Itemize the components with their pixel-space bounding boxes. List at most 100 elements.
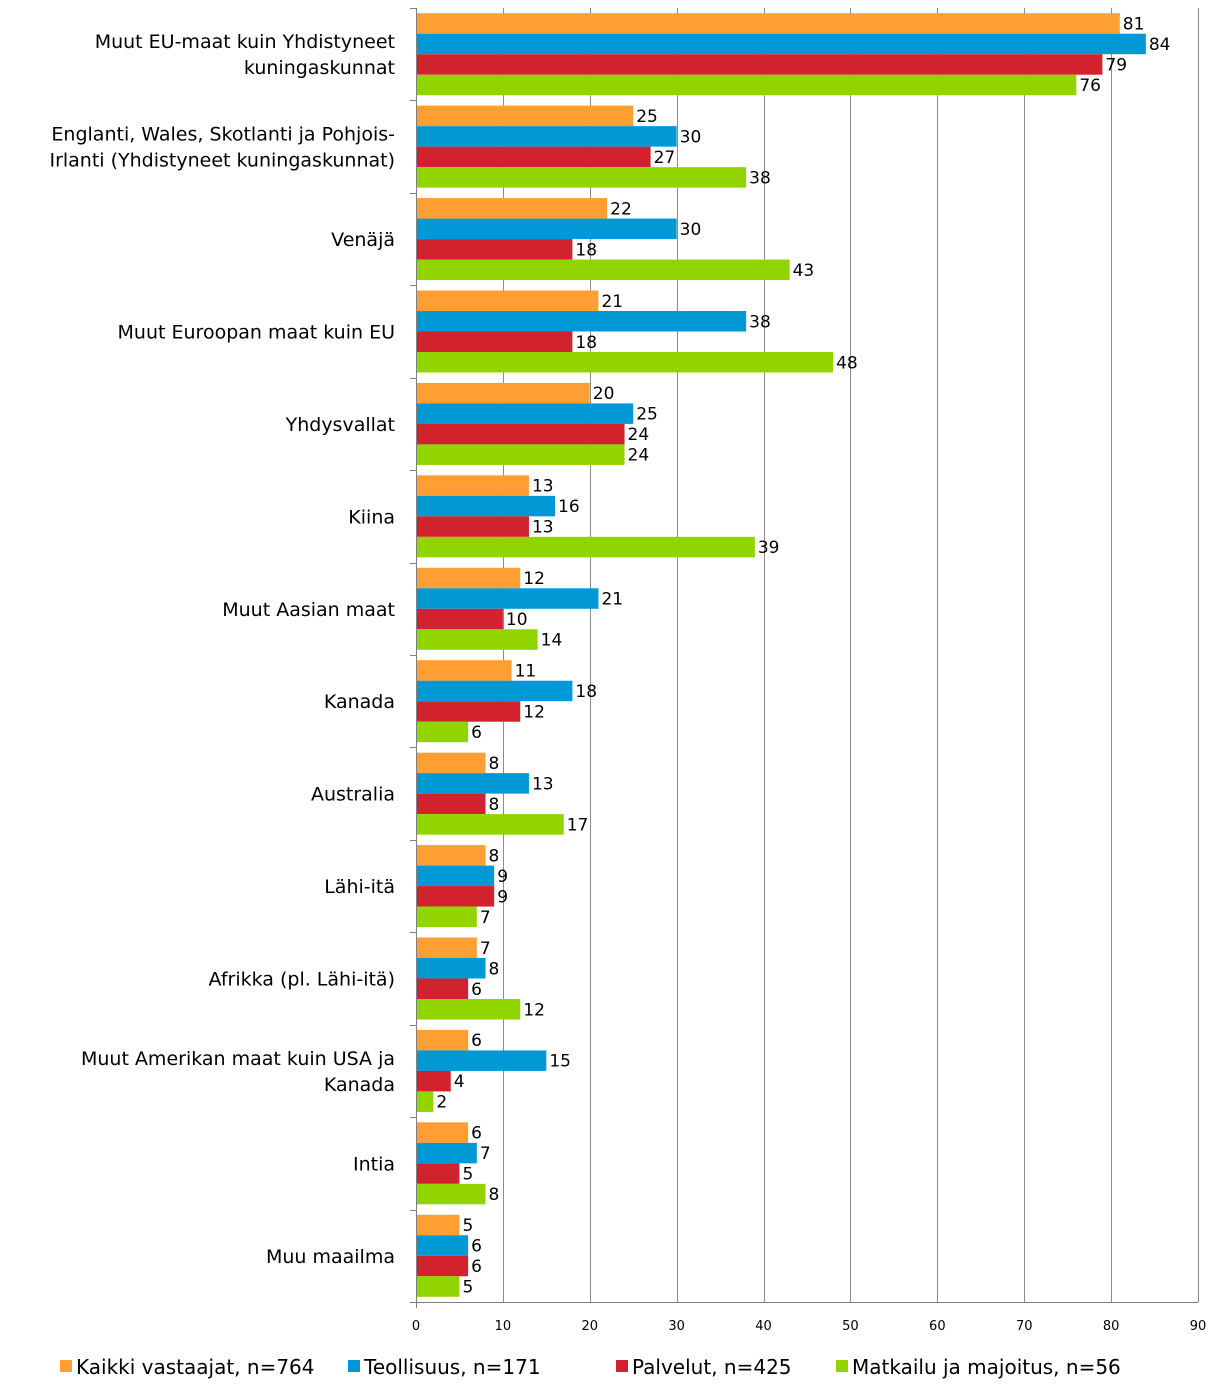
data-label-10-2: 6 xyxy=(471,980,482,1000)
x-tick-label-10: 10 xyxy=(495,1319,512,1334)
bar-13-3 xyxy=(416,1276,460,1297)
data-label-2-0: 22 xyxy=(610,199,632,219)
data-label-4-2: 24 xyxy=(628,425,650,445)
category-label-line: Muu maailma xyxy=(266,1246,395,1268)
bar-7-2 xyxy=(416,701,521,722)
data-label-5-3: 39 xyxy=(758,538,780,558)
data-label-8-3: 17 xyxy=(567,815,589,835)
data-label-3-2: 18 xyxy=(575,333,597,353)
category-label-line: Intia xyxy=(353,1153,395,1175)
bar-6-1 xyxy=(416,588,599,609)
data-label-13-2: 6 xyxy=(471,1257,482,1277)
x-tick-label-40: 40 xyxy=(755,1319,772,1334)
data-label-3-3: 48 xyxy=(836,353,858,373)
bar-0-1 xyxy=(416,33,1146,55)
data-label-10-1: 8 xyxy=(489,959,500,979)
data-label-1-0: 25 xyxy=(636,107,658,127)
bar-10-2 xyxy=(416,978,469,999)
bar-7-0 xyxy=(416,660,512,681)
bar-9-2 xyxy=(416,886,495,907)
bar-4-3 xyxy=(416,444,625,465)
data-label-0-0: 81 xyxy=(1123,14,1145,34)
legend-label-0: Kaikki vastaajat, n=764 xyxy=(76,1355,315,1379)
bar-1-2 xyxy=(416,146,651,168)
data-label-12-3: 8 xyxy=(489,1185,500,1205)
bar-5-1 xyxy=(416,495,556,517)
category-label-line: Yhdysvallat xyxy=(285,414,395,436)
legend-label-3: Matkailu ja majoitus, n=56 xyxy=(852,1355,1121,1379)
bar-5-3 xyxy=(416,536,755,558)
bar-9-1 xyxy=(416,865,495,887)
bar-6-2 xyxy=(416,608,503,630)
legend-label-2: Palvelut, n=425 xyxy=(632,1355,792,1379)
category-label-0: Muut EU-maat kuin Yhdistyneet kuningaskun… xyxy=(95,31,395,79)
x-tick-label-80: 80 xyxy=(1103,1319,1120,1334)
data-label-7-3: 6 xyxy=(471,723,482,743)
data-label-9-3: 7 xyxy=(480,908,491,928)
data-label-5-2: 13 xyxy=(532,518,554,538)
legend-swatch-3 xyxy=(836,1360,848,1372)
x-tick-label-0: 0 xyxy=(412,1319,420,1334)
category-label-line: Englanti, Wales, Skotlanti ja Pohjois- xyxy=(51,124,395,146)
category-label-line: Afrikka (pl. Lähi-itä) xyxy=(209,969,395,991)
data-label-4-1: 25 xyxy=(636,405,658,425)
data-label-7-1: 18 xyxy=(575,682,597,702)
data-label-3-1: 38 xyxy=(749,312,771,332)
category-label-line: Muut EU-maat kuin Yhdistyneet xyxy=(95,31,395,53)
bar-3-0 xyxy=(416,290,599,311)
bar-1-1 xyxy=(416,126,677,147)
category-label-line: Lähi-itä xyxy=(324,876,395,898)
bar-10-1 xyxy=(416,958,486,979)
bar-0-3 xyxy=(416,74,1077,96)
data-label-8-1: 13 xyxy=(532,774,554,794)
data-label-1-3: 38 xyxy=(749,168,771,188)
category-label-9: Lähi-itä xyxy=(324,876,395,898)
bar-5-0 xyxy=(416,475,529,496)
bar-13-1 xyxy=(416,1235,469,1256)
bar-11-3 xyxy=(416,1091,434,1112)
bar-13-0 xyxy=(416,1214,460,1236)
bar-2-3 xyxy=(416,259,790,281)
data-label-0-1: 84 xyxy=(1149,35,1171,55)
category-label-1: Englanti, Wales, Skotlanti ja Pohjois- Ir… xyxy=(49,124,395,172)
data-label-4-3: 24 xyxy=(628,446,650,466)
bar-8-1 xyxy=(416,773,529,794)
legend-swatch-1 xyxy=(348,1360,360,1372)
legend-swatch-0 xyxy=(60,1360,72,1372)
data-label-12-2: 5 xyxy=(462,1165,473,1185)
data-label-12-1: 7 xyxy=(480,1144,491,1164)
bar-8-3 xyxy=(416,814,564,835)
bar-4-2 xyxy=(416,423,625,445)
data-label-6-2: 10 xyxy=(506,610,528,630)
category-label-line: Kanada xyxy=(324,1074,395,1096)
category-label-10: Afrikka (pl. Lähi-itä) xyxy=(209,969,395,991)
data-label-11-0: 6 xyxy=(471,1031,482,1051)
category-label-line: Kanada xyxy=(324,691,395,713)
data-label-11-3: 2 xyxy=(436,1093,447,1113)
bar-0-2 xyxy=(416,54,1103,75)
data-label-9-1: 9 xyxy=(497,867,508,887)
category-label-line: kuningaskunnat xyxy=(244,57,395,79)
category-label-12: Intia xyxy=(353,1153,395,1175)
data-label-0-3: 76 xyxy=(1079,76,1101,96)
category-label-13: Muu maailma xyxy=(266,1246,395,1268)
data-label-1-1: 30 xyxy=(680,127,702,147)
category-label-line: Kiina xyxy=(348,506,395,528)
category-label-line: Australia xyxy=(311,784,395,806)
category-label-line: Muut Aasian maat xyxy=(222,599,395,621)
bar-8-0 xyxy=(416,752,486,774)
bar-12-2 xyxy=(416,1163,460,1184)
bar-7-3 xyxy=(416,721,469,743)
bar-11-2 xyxy=(416,1070,451,1092)
category-label-8: Australia xyxy=(311,784,395,806)
category-label-line: Irlanti (Yhdistyneet kuningaskunnat) xyxy=(49,150,395,172)
data-label-2-1: 30 xyxy=(680,220,702,240)
data-label-10-3: 12 xyxy=(523,1000,545,1020)
data-label-7-0: 11 xyxy=(515,661,537,681)
bar-6-3 xyxy=(416,629,538,650)
x-tick-label-50: 50 xyxy=(842,1319,859,1334)
x-tick-label-60: 60 xyxy=(929,1319,946,1334)
data-label-9-0: 8 xyxy=(489,846,500,866)
category-label-6: Muut Aasian maat xyxy=(222,599,395,621)
